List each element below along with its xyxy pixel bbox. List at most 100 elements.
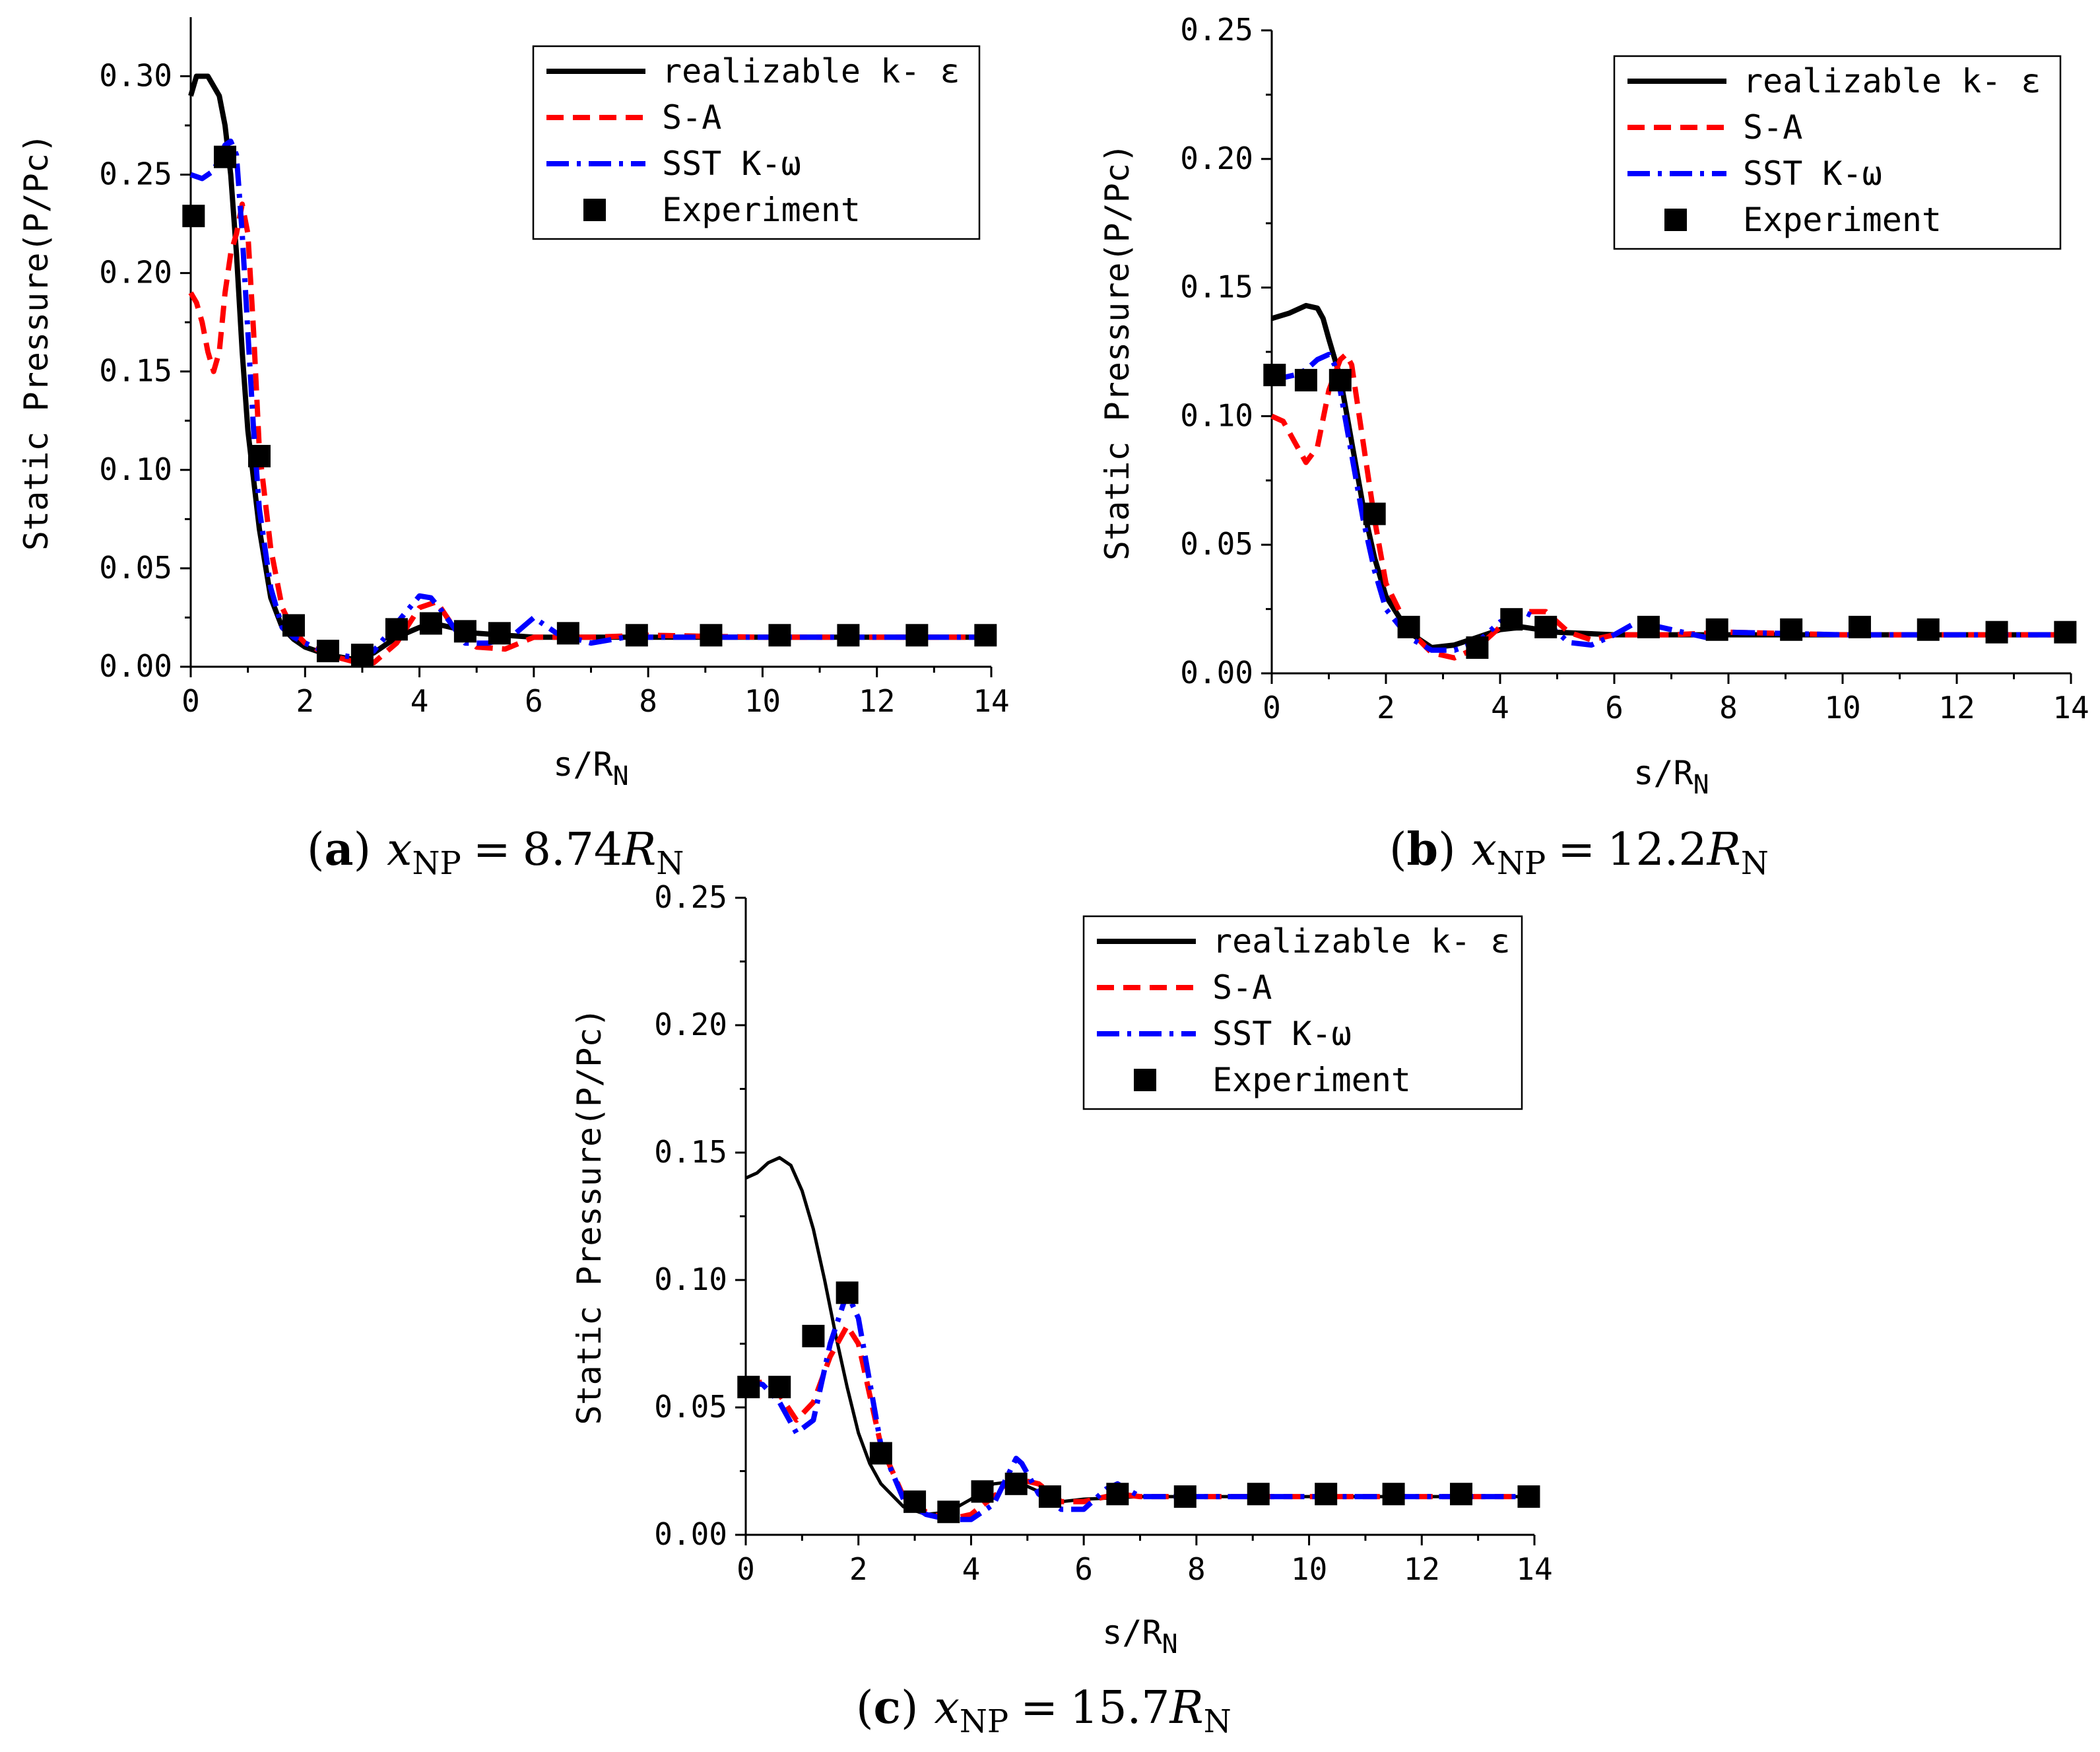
caption-equals: = <box>473 824 511 876</box>
x-tick-label: 2 <box>296 683 314 719</box>
legend-swatch-experiment <box>1134 1069 1156 1091</box>
experiment-point <box>768 624 791 647</box>
x-tick-label: 2 <box>1377 690 1395 725</box>
x-tick-label: 12 <box>1404 1551 1440 1587</box>
x-tick-label: 8 <box>639 683 657 719</box>
experiment-point <box>453 620 476 643</box>
legend-label: realizable k- ε <box>1212 922 1511 960</box>
caption-var-sub: NP <box>1497 845 1546 882</box>
experiment-point <box>625 624 648 647</box>
y-axis-label: Static Pressure(P/Pc) <box>17 133 55 551</box>
experiment-point <box>1534 615 1558 638</box>
experiment-point <box>1985 621 2008 644</box>
caption-letter: b <box>1407 823 1439 876</box>
experiment-point <box>1004 1472 1028 1495</box>
experiment-point <box>1917 618 1940 641</box>
caption-var-sub: NP <box>960 1703 1008 1740</box>
experiment-point <box>971 1480 994 1503</box>
experiment-point <box>419 612 442 635</box>
y-tick-label: 0.05 <box>99 550 172 586</box>
experiment-point <box>1106 1483 1129 1506</box>
experiment-point <box>350 644 374 667</box>
caption-unit-sub: N <box>1741 845 1769 882</box>
experiment-point <box>869 1442 892 1465</box>
x-tick-label: 10 <box>1824 690 1860 725</box>
y-tick-label: 0.20 <box>1180 141 1253 176</box>
x-axis-label-sub: N <box>613 761 629 792</box>
x-tick-label: 4 <box>1491 690 1509 725</box>
series-line-realizable <box>188 73 991 662</box>
caption-unit-sub: N <box>1204 1703 1231 1740</box>
experiment-point <box>1848 615 1871 638</box>
y-tick-label: 0.15 <box>99 353 172 389</box>
experiment-point <box>488 622 511 645</box>
experiment-point <box>1038 1485 1061 1508</box>
y-tick-label: 0.10 <box>1180 397 1253 433</box>
y-tick-label: 0.25 <box>1180 12 1253 48</box>
experiment-point <box>974 624 997 647</box>
legend-label: Experiment <box>1212 1061 1411 1099</box>
legend-swatch-experiment <box>1664 209 1687 231</box>
x-tick-label: 6 <box>525 683 543 719</box>
legend-label: Experiment <box>1743 201 1942 239</box>
caption-var: x <box>387 824 412 876</box>
x-tick-label: 14 <box>1516 1551 1552 1587</box>
panel-caption: (b) xNP = 12.2RN <box>1389 823 1769 882</box>
legend-box <box>1613 55 2062 250</box>
legend-label: realizable k- ε <box>662 52 960 90</box>
legend-box <box>1082 915 1523 1110</box>
experiment-point <box>1315 1483 1338 1506</box>
experiment-point <box>1263 364 1286 387</box>
legend-label: Experiment <box>662 191 861 229</box>
caption-paren: ) <box>354 824 372 876</box>
experiment-point <box>556 622 579 645</box>
legend-label: SST K-ω <box>1212 1015 1352 1053</box>
caption-unit: R <box>1169 1682 1204 1734</box>
caption-equals: = <box>1558 824 1595 876</box>
series-line-sa <box>188 201 991 665</box>
series-line-sa <box>744 1323 1534 1522</box>
x-tick-label: 4 <box>410 683 429 719</box>
caption-paren: ( <box>1389 824 1407 876</box>
x-axis-label: s/RN <box>1633 754 1709 800</box>
legend-label: S-A <box>662 98 721 137</box>
experiment-point <box>1294 368 1317 391</box>
x-tick-label: 12 <box>859 683 895 719</box>
experiment-point <box>1329 368 1352 391</box>
caption-value: 12.2 <box>1607 824 1707 876</box>
caption-var: x <box>1472 824 1497 876</box>
experiment-point <box>1363 502 1386 525</box>
legend-label: S-A <box>1743 108 1802 147</box>
y-tick-label: 0.15 <box>1180 269 1253 305</box>
experiment-point <box>1397 615 1420 638</box>
y-tick-label: 0.00 <box>99 648 172 684</box>
caption-letter: a <box>325 823 354 876</box>
y-tick-label: 0.10 <box>99 452 172 487</box>
experiment-point <box>1637 615 1660 638</box>
x-axis-label: s/RN <box>1102 1613 1177 1660</box>
experiment-point <box>1173 1485 1197 1508</box>
y-axis-label: Static Pressure(P/Pc) <box>570 1007 608 1425</box>
caption-var-sub: NP <box>412 845 461 882</box>
chart-panel-c: 0 2 4 6 8 10 12 14 0.00 0.05 0.10 0.15 0.20 0.25 s/RN S… <box>570 879 1553 1740</box>
caption-paren: ( <box>856 1682 874 1734</box>
y-tick-label: 0.30 <box>99 57 172 93</box>
y-tick-label: 0.20 <box>654 1007 727 1042</box>
experiment-point <box>837 624 860 647</box>
y-tick-label: 0.10 <box>654 1262 727 1297</box>
experiment-point <box>737 1376 760 1399</box>
y-tick-label: 0.25 <box>99 156 172 192</box>
panel-caption: (c) xNP = 15.7RN <box>856 1681 1231 1740</box>
panel-caption: (a) xNP = 8.74RN <box>307 823 684 882</box>
experiment-point <box>1517 1485 1540 1508</box>
x-axis-label-sub: N <box>1162 1629 1178 1660</box>
experiment-point <box>768 1376 791 1399</box>
experiment-point <box>2054 621 2077 644</box>
experiment-point <box>1780 618 1803 641</box>
series-line-realizable <box>744 1156 1534 1516</box>
y-tick-label: 0.00 <box>654 1516 727 1552</box>
caption-var: x <box>934 1682 959 1734</box>
experiment-point <box>1382 1483 1405 1506</box>
experiment-point <box>1705 618 1728 641</box>
caption-value: 8.74 <box>523 824 622 876</box>
